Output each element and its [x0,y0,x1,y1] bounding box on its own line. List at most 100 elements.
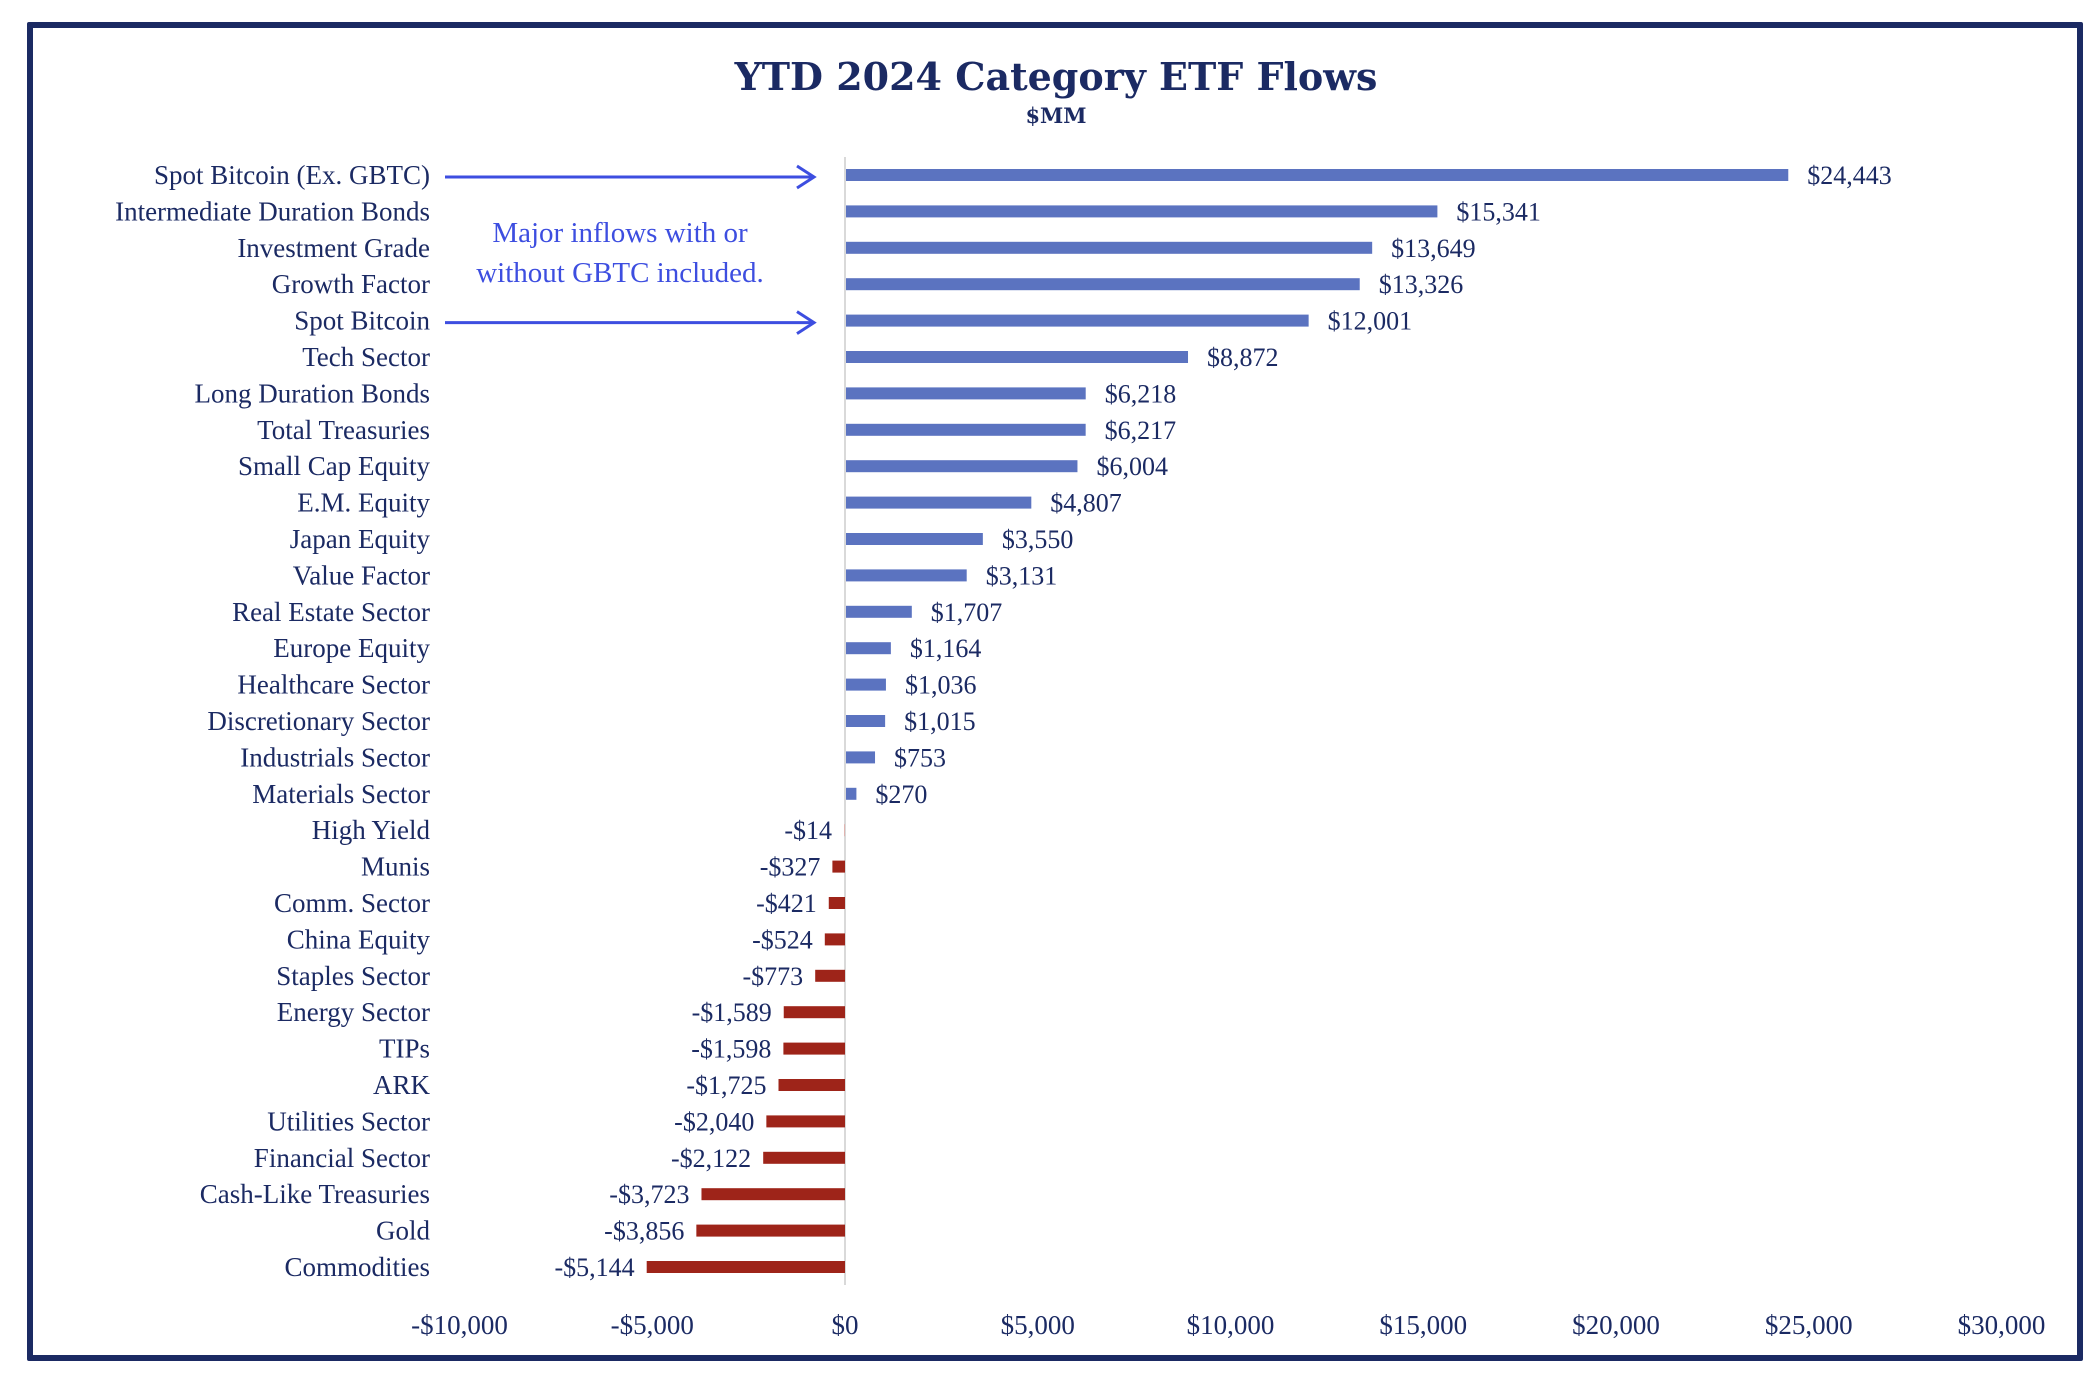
category-label: Spot Bitcoin [294,306,430,336]
annotation-line-1: Major inflows with or [492,217,748,249]
bar [828,897,845,909]
category-label: Cash-Like Treasuries [200,1179,430,1209]
chart-subtitle: $MM [1025,103,1086,128]
category-label: Gold [376,1216,431,1246]
x-tick-label: $25,000 [1765,1310,1853,1340]
bar [844,824,845,837]
value-label: $3,131 [986,561,1058,590]
value-label: -$5,144 [555,1253,635,1282]
value-label: -$2,040 [674,1107,754,1136]
bar [778,1079,845,1091]
bar [846,351,1189,363]
arrow-icon [445,310,817,335]
bar [783,1042,845,1055]
category-label: Comm. Sector [274,888,430,918]
value-label: $6,004 [1096,452,1168,481]
x-tick-label: -$5,000 [611,1310,694,1340]
bar [832,860,845,873]
arrow-icon [445,164,817,190]
category-label: Discretionary Sector [207,706,430,736]
category-label: Value Factor [293,560,430,590]
bar [846,423,1086,436]
bar [763,1151,845,1164]
value-label: $24,443 [1807,161,1892,190]
category-label: Energy Sector [277,997,430,1027]
category-label: High Yield [312,815,431,845]
annotation: Major inflows with or without GBTC inclu… [445,164,817,335]
category-label: Industrials Sector [240,742,430,772]
value-label: $4,807 [1050,489,1122,518]
value-label: -$3,856 [604,1217,684,1246]
x-tick-label: $0 [832,1310,859,1340]
bar [766,1115,845,1128]
category-label: TIPs [379,1034,430,1064]
category-label: Long Duration Bonds [195,378,431,408]
x-axis-tick-labels: -$10,000 -$5,000 $0 $5,000 $10,000 $15,000 $20… [411,1310,2045,1340]
value-label: -$1,598 [691,1035,771,1064]
bar [846,678,886,691]
value-label: $6,217 [1105,416,1177,445]
bar [701,1188,845,1201]
value-label: $3,550 [1002,525,1074,554]
category-label: Growth Factor [272,269,430,299]
annotation-line-2: without GBTC included. [476,257,764,289]
value-label: -$14 [784,816,832,845]
bar [696,1224,845,1237]
category-label: Small Cap Equity [238,451,430,481]
value-label: $12,001 [1328,307,1413,336]
category-label: E.M. Equity [297,488,430,518]
bar [846,533,983,545]
value-label: -$327 [760,853,821,882]
bar [846,569,967,582]
value-label: $13,326 [1379,270,1464,299]
bar [783,1006,845,1019]
category-label: Commodities [284,1252,430,1282]
value-label: $1,707 [931,598,1003,627]
bar [824,933,845,946]
bar [846,642,891,655]
category-label: Materials Sector [252,779,430,809]
x-tick-label: $5,000 [1001,1310,1075,1340]
value-label: -$1,589 [692,998,772,1027]
category-label: ARK [373,1070,431,1100]
category-label: Real Estate Sector [232,597,430,627]
category-label: Investment Grade [237,233,430,263]
category-label: Europe Equity [273,633,430,663]
chart-title: YTD 2024 Category ETF Flows [734,54,1378,99]
bar [846,387,1086,400]
value-label: $1,036 [905,671,977,700]
value-label: -$421 [756,889,817,918]
category-labels: Spot Bitcoin (Ex. GBTC) Intermediate Dura… [115,160,430,1282]
value-label: $753 [894,743,946,772]
value-label: $1,164 [910,634,982,663]
value-label: -$524 [752,925,813,954]
value-label: $13,649 [1391,234,1476,263]
bar [846,241,1373,254]
bar [846,751,876,764]
bar [646,1261,845,1273]
value-label: -$773 [743,962,804,991]
bar [846,205,1438,218]
value-label: -$3,723 [609,1180,689,1209]
value-label: -$1,725 [686,1071,766,1100]
category-label: Staples Sector [276,961,430,991]
value-label: $6,218 [1105,379,1177,408]
category-label: Total Treasuries [257,415,430,445]
x-tick-label: -$10,000 [411,1310,508,1340]
bar [846,496,1032,509]
bars-group [646,169,1789,1273]
x-tick-label: $30,000 [1958,1310,2046,1340]
annotation-arrows [445,164,817,335]
category-label: Financial Sector [254,1143,430,1173]
bar [846,314,1309,327]
value-label: $8,872 [1207,343,1279,372]
x-tick-label: $20,000 [1572,1310,1660,1340]
value-labels: $24,443 $15,341 $13,649 $13,326 $12,001 $8,87… [555,161,1892,1282]
category-label: Healthcare Sector [237,670,430,700]
value-label: -$2,122 [671,1144,751,1173]
bar [846,278,1360,291]
bar [846,460,1078,473]
category-label: Tech Sector [302,342,430,372]
bar [846,169,1789,181]
